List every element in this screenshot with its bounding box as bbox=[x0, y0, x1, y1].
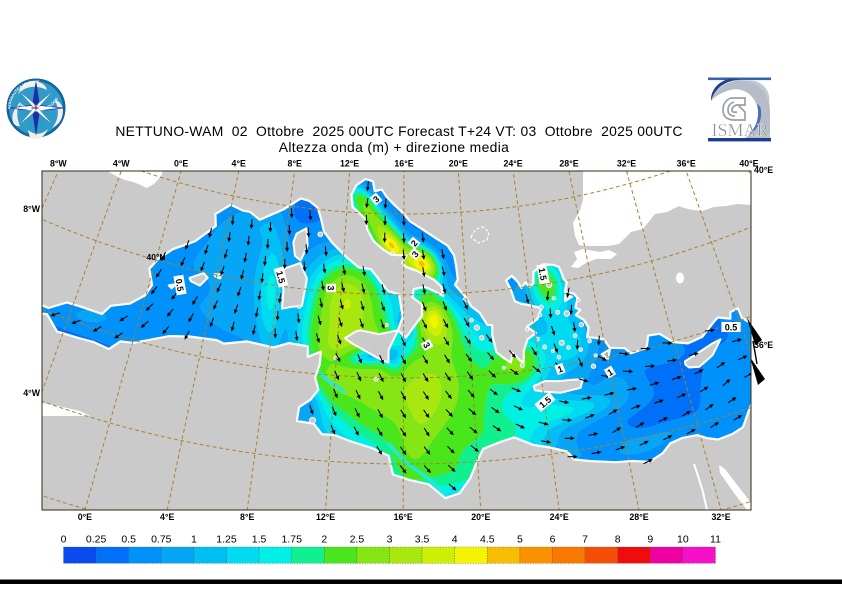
svg-text:2: 2 bbox=[409, 238, 420, 248]
svg-text:28°E: 28°E bbox=[559, 159, 578, 169]
svg-text:7: 7 bbox=[582, 534, 588, 546]
svg-text:1.25: 1.25 bbox=[216, 534, 237, 546]
svg-text:24°E: 24°E bbox=[550, 512, 569, 522]
svg-text:4: 4 bbox=[452, 534, 458, 546]
svg-text:Altezza onda (m) + direzione m: Altezza onda (m) + direzione media bbox=[279, 139, 509, 155]
svg-text:NETTUNO-WAM 02 Ottobre 2025: NETTUNO-WAM 02 Ottobre 2025 00UTC Foreca… bbox=[115, 123, 682, 139]
svg-text:20°E: 20°E bbox=[449, 159, 468, 169]
svg-text:1: 1 bbox=[556, 364, 564, 375]
svg-text:6: 6 bbox=[550, 534, 556, 546]
svg-text:24°E: 24°E bbox=[504, 159, 523, 169]
svg-text:32°E: 32°E bbox=[712, 512, 731, 522]
svg-text:0.25: 0.25 bbox=[86, 534, 107, 546]
svg-text:32°E: 32°E bbox=[617, 159, 636, 169]
svg-text:28°E: 28°E bbox=[629, 512, 648, 522]
svg-text:40°E: 40°E bbox=[739, 159, 758, 169]
svg-text:4°E: 4°E bbox=[232, 159, 246, 169]
svg-text:3.5: 3.5 bbox=[415, 534, 430, 546]
svg-text:1: 1 bbox=[606, 367, 615, 378]
svg-text:0°E: 0°E bbox=[78, 512, 92, 522]
svg-text:16°E: 16°E bbox=[394, 159, 413, 169]
svg-text:8°W: 8°W bbox=[23, 204, 40, 214]
svg-text:12°E: 12°E bbox=[340, 159, 359, 169]
svg-text:40°E: 40°E bbox=[754, 165, 773, 175]
svg-text:16°E: 16°E bbox=[394, 512, 413, 522]
svg-text:1: 1 bbox=[191, 534, 197, 546]
svg-text:36°E: 36°E bbox=[754, 340, 773, 350]
svg-text:3: 3 bbox=[410, 249, 421, 259]
svg-text:8°E: 8°E bbox=[288, 159, 302, 169]
svg-text:5: 5 bbox=[517, 534, 523, 546]
svg-text:1.75: 1.75 bbox=[281, 534, 302, 546]
svg-text:40°N: 40°N bbox=[147, 252, 166, 262]
svg-text:4°E: 4°E bbox=[160, 512, 174, 522]
svg-text:0°E: 0°E bbox=[174, 159, 188, 169]
svg-text:0.5: 0.5 bbox=[725, 322, 738, 332]
svg-text:3: 3 bbox=[326, 285, 336, 290]
svg-text:4°W: 4°W bbox=[23, 388, 40, 398]
svg-text:10: 10 bbox=[677, 534, 689, 546]
svg-text:8°E: 8°E bbox=[240, 512, 254, 522]
svg-text:1.5: 1.5 bbox=[274, 270, 287, 285]
svg-text:0: 0 bbox=[61, 534, 67, 546]
svg-text:8°W: 8°W bbox=[50, 159, 67, 169]
svg-text:12°E: 12°E bbox=[316, 512, 335, 522]
svg-text:8: 8 bbox=[615, 534, 621, 546]
svg-text:2.5: 2.5 bbox=[350, 534, 365, 546]
svg-text:36°E: 36°E bbox=[677, 159, 696, 169]
svg-text:20°E: 20°E bbox=[471, 512, 490, 522]
svg-text:3: 3 bbox=[421, 341, 432, 350]
svg-text:1.5: 1.5 bbox=[537, 267, 549, 281]
svg-text:2: 2 bbox=[321, 534, 327, 546]
svg-text:11: 11 bbox=[710, 534, 721, 546]
svg-text:4.5: 4.5 bbox=[480, 534, 495, 546]
svg-text:4°W: 4°W bbox=[113, 159, 130, 169]
svg-text:0.5: 0.5 bbox=[174, 278, 186, 292]
svg-text:3: 3 bbox=[387, 534, 393, 546]
svg-text:ISMAR: ISMAR bbox=[711, 120, 768, 140]
svg-text:1.5: 1.5 bbox=[252, 534, 267, 546]
svg-text:9: 9 bbox=[647, 534, 653, 546]
svg-text:3: 3 bbox=[371, 194, 381, 205]
svg-text:0.75: 0.75 bbox=[151, 534, 172, 546]
svg-text:0.5: 0.5 bbox=[121, 534, 136, 546]
